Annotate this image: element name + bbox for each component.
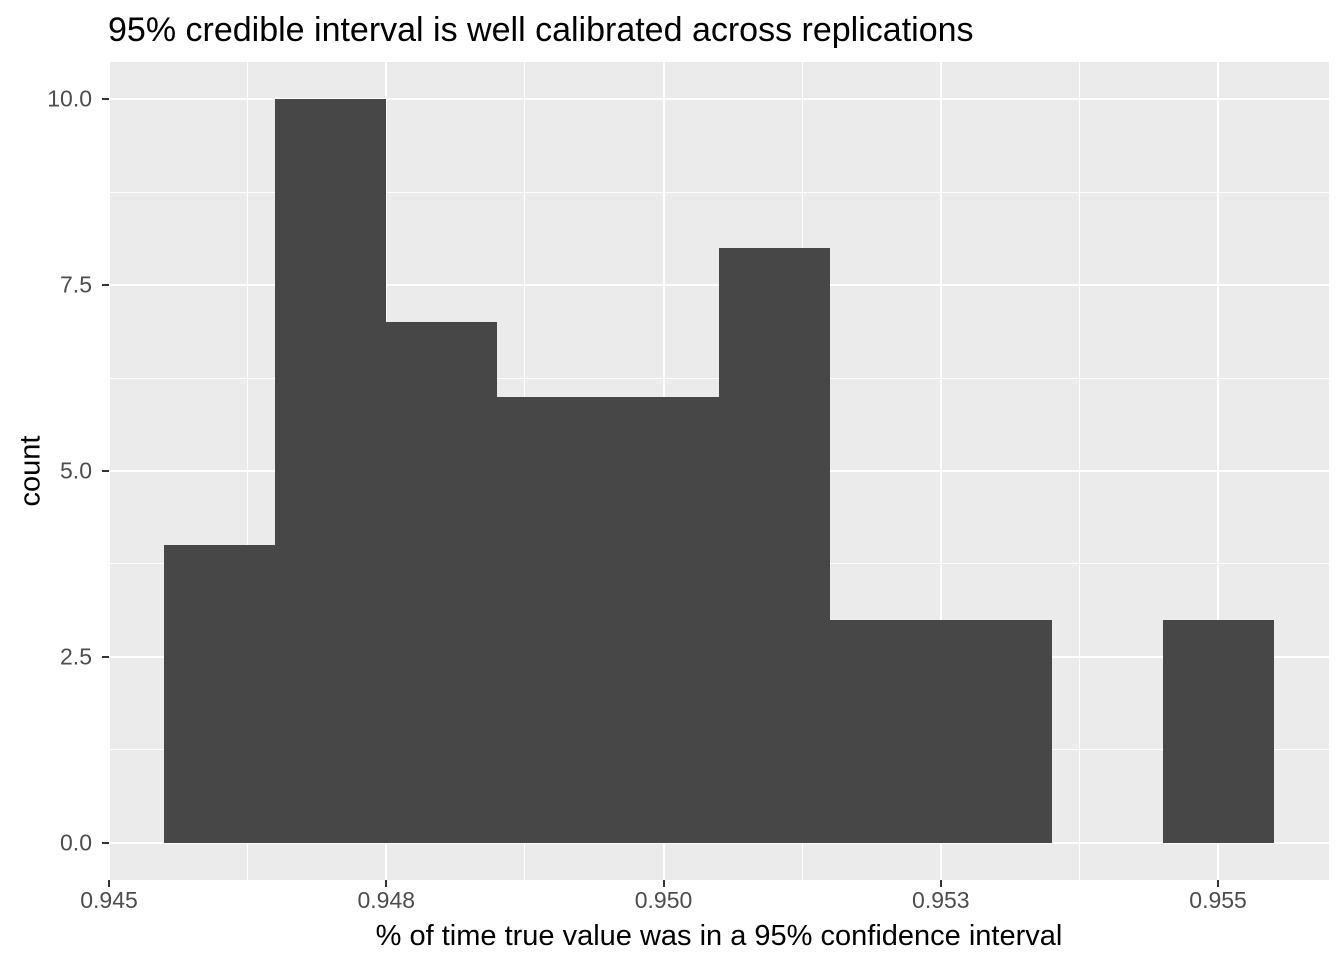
histogram-bar [719,247,830,843]
x-tick-mark [385,880,388,887]
histogram-bar [829,619,941,843]
y-tick-mark [102,655,109,658]
plot-title: 95% credible interval is well calibrated… [108,11,974,49]
histogram-bar [1162,619,1274,843]
y-axis-title: count [14,435,47,507]
histogram-bar [940,619,1052,843]
x-axis-ticks [108,880,1329,888]
y-tick-label: 0.0 [60,829,92,856]
x-tick-label: 0.945 [80,887,138,913]
x-tick-mark [662,880,665,887]
y-tick-label: 2.5 [60,643,92,670]
x-tick-label: 0.955 [1189,887,1247,913]
y-axis-labels: 0.0 2.5 5.0 7.5 10.0 [0,62,92,880]
x-tick-label: 0.948 [357,887,416,913]
histogram-bar [497,396,609,843]
x-axis-labels: 0.945 0.948 0.950 0.953 0.955 [80,887,1329,915]
y-tick-mark [102,98,109,101]
y-tick-mark [102,470,109,472]
gridline-x-major [1217,62,1220,880]
x-axis-title: % of time true value was in a 95% confid… [375,920,1063,952]
y-tick-label: 5.0 [60,457,92,484]
y-tick-mark [102,284,109,287]
histogram-bar [164,545,276,843]
x-tick-mark [939,880,942,887]
histogram-bar [608,396,719,843]
x-tick-label: 0.950 [634,887,693,913]
x-tick-mark [108,880,110,887]
y-tick-label: 10.0 [47,85,92,112]
gridline-x-major [939,62,942,880]
histogram-bar [386,322,498,843]
gridline-y-major [109,98,1329,101]
panel [109,62,1329,880]
histogram-bar [275,99,387,843]
y-tick-label: 7.5 [60,271,92,298]
y-tick-mark [102,841,109,844]
x-tick-mark [1217,880,1220,887]
gridline-x-major [109,62,110,880]
gridline-y-minor [109,191,1329,193]
y-axis-ticks [101,62,109,880]
x-tick-label: 0.953 [912,887,970,913]
